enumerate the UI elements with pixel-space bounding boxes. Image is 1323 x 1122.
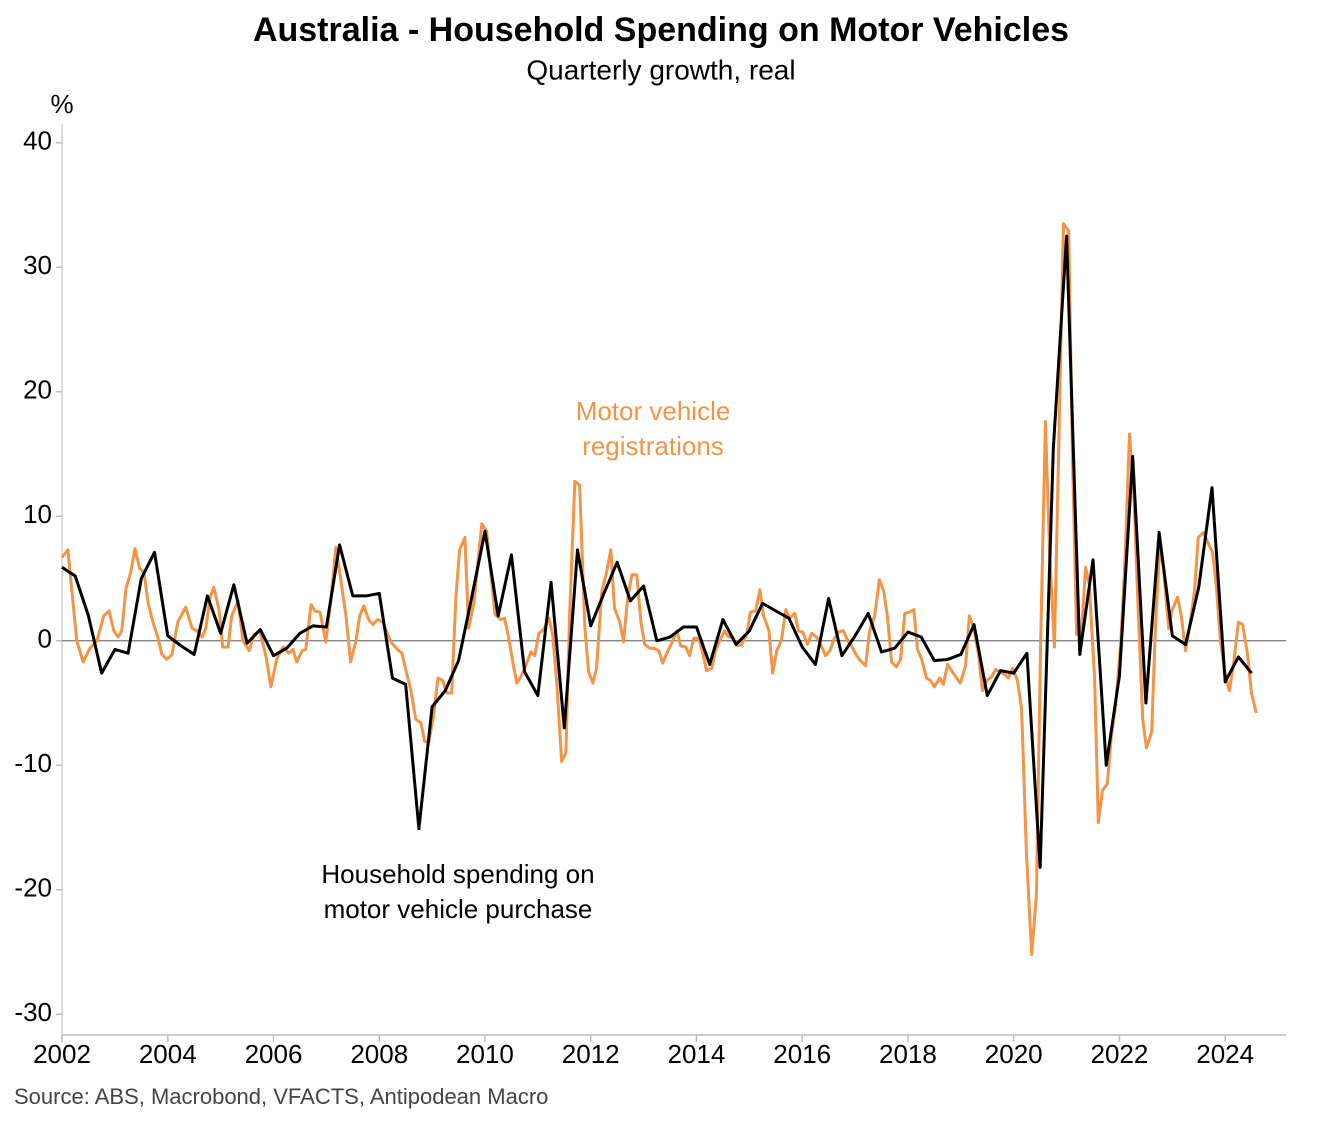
x-tick-label: 2020: [985, 1039, 1043, 1069]
y-tick-label: -20: [14, 873, 52, 903]
series-line: [60, 222, 1258, 957]
series-label: registrations: [582, 431, 724, 461]
x-tick-label: 2022: [1091, 1039, 1149, 1069]
y-tick-label: 10: [23, 499, 52, 529]
y-tick-label: 0: [38, 624, 52, 654]
x-tick-label: 2010: [456, 1039, 514, 1069]
chart-title: Australia - Household Spending on Motor …: [253, 11, 1069, 49]
series-label: Motor vehicle: [576, 396, 731, 426]
x-tick-label: 2006: [245, 1039, 303, 1069]
y-tick-label: 40: [23, 126, 52, 156]
source: Source: ABS, Macrobond, VFACTS, Antipode…: [14, 1084, 548, 1109]
y-tick-label: -10: [14, 748, 52, 778]
series-line: [61, 234, 1253, 869]
y-tick-label: -30: [14, 997, 52, 1027]
x-tick-label: 2004: [139, 1039, 197, 1069]
x-tick-label: 2008: [350, 1039, 408, 1069]
series-label: motor vehicle purchase: [324, 894, 593, 924]
y-tick-label: 20: [23, 375, 52, 405]
x-tick-label: 2014: [668, 1039, 726, 1069]
x-tick-label: 2018: [879, 1039, 937, 1069]
x-tick-label: 2016: [773, 1039, 831, 1069]
x-tick-label: 2024: [1196, 1039, 1254, 1069]
x-tick-label: 2012: [562, 1039, 620, 1069]
chart-subtitle: Quarterly growth, real: [526, 54, 795, 85]
x-tick-label: 2002: [33, 1039, 91, 1069]
y-unit: %: [50, 89, 73, 119]
series-label: Household spending on: [321, 859, 594, 889]
y-tick-label: 30: [23, 250, 52, 280]
